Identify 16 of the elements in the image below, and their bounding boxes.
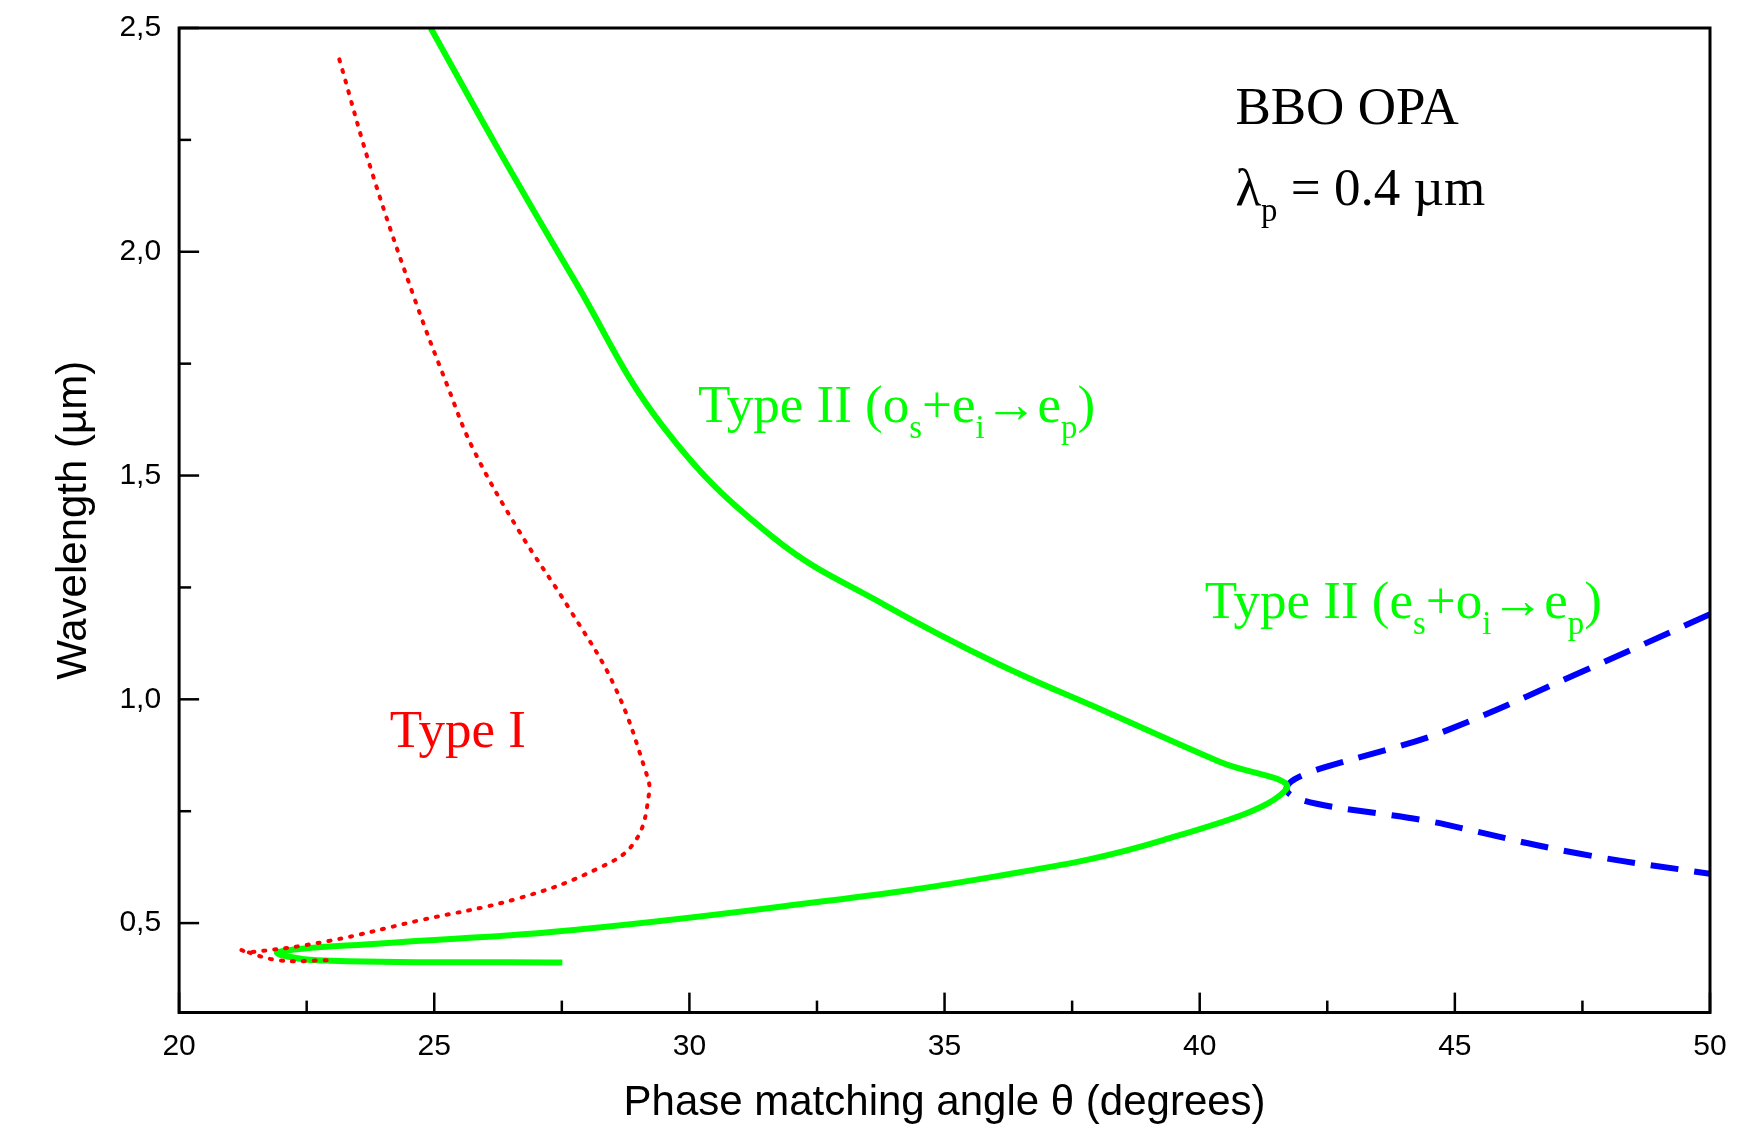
x-tick-label: 40: [1183, 1027, 1217, 1061]
x-tick-label: 45: [1438, 1027, 1472, 1061]
y-axis-title: Wavelength (µm): [47, 360, 95, 680]
x-axis-title: Phase matching angle θ (degrees): [623, 1077, 1266, 1125]
y-tick-label: 1,0: [119, 680, 162, 714]
x-tick-label: 30: [672, 1027, 707, 1061]
y-tick-label: 1,5: [119, 456, 162, 490]
x-tick-label: 20: [162, 1027, 196, 1061]
x-tick-label: 35: [927, 1027, 962, 1061]
annotation: BBO OPA: [1235, 76, 1459, 135]
y-tick-label: 2,5: [119, 9, 162, 43]
y-tick-label: 2,0: [119, 233, 162, 267]
series-label: Type I: [389, 699, 526, 758]
y-tick-label: 0,5: [119, 904, 162, 938]
x-tick-label: 25: [417, 1027, 451, 1061]
x-tick-label: 50: [1693, 1027, 1727, 1061]
